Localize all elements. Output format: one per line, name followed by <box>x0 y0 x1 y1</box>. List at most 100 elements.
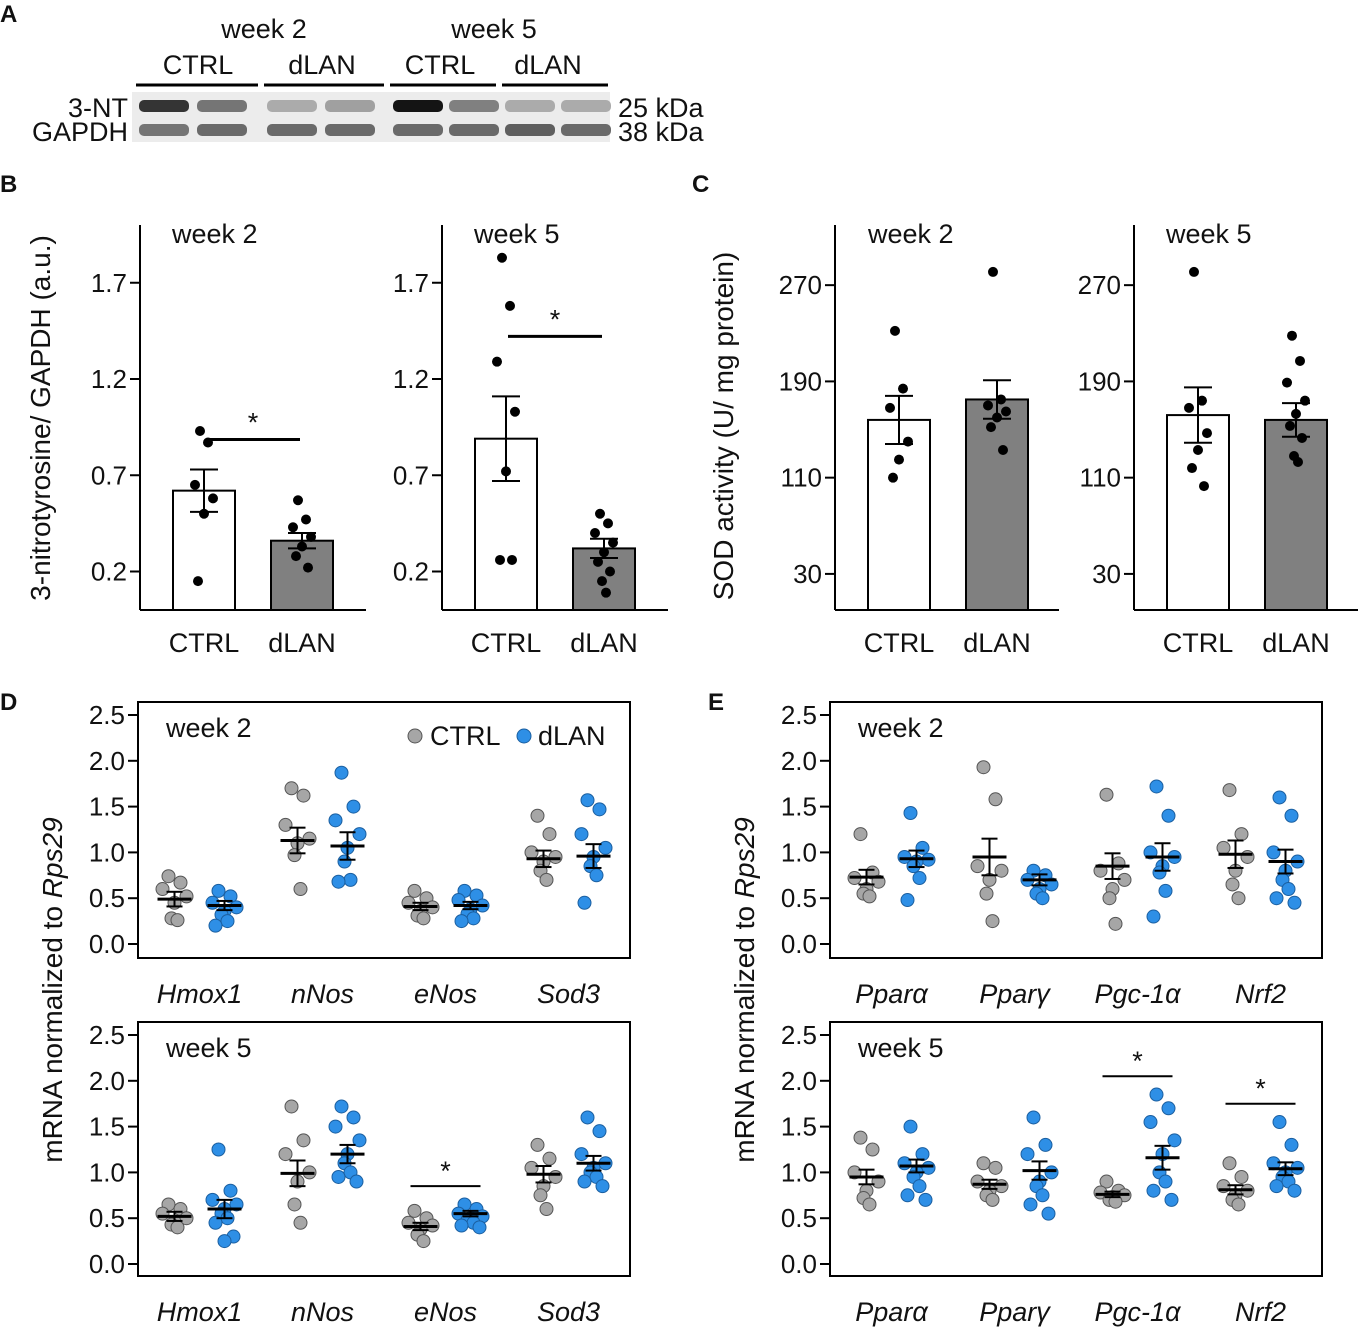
y-axis-title-b: 3-nitrotyrosine/ GAPDH (a.u.) <box>25 235 56 601</box>
data-point <box>1189 266 1199 277</box>
chart-D-1: 0.0 0.5 1.0 1.5 2.0 2.5 week 5 Hmox1 nNos eNos * So… <box>89 1020 631 1327</box>
ctrl-point <box>994 863 1009 878</box>
dlan-point <box>592 802 607 817</box>
ctrl-point <box>1216 840 1231 855</box>
ctrl-point <box>170 913 185 928</box>
dlan-point <box>349 1174 364 1189</box>
y-tick-label: 30 <box>793 559 822 589</box>
y-tick-label: 2.0 <box>781 746 817 776</box>
blot-bands <box>139 100 611 136</box>
y-tick-label: 1.0 <box>781 1157 817 1187</box>
ctrl-point <box>1231 891 1246 906</box>
subplot-title: week 2 <box>857 713 944 743</box>
x-tick-label: nNos <box>291 979 354 1009</box>
y-tick-label: 0.2 <box>393 557 429 587</box>
dlan-point <box>577 895 592 910</box>
y-tick-label: 2.0 <box>781 1066 817 1096</box>
dlan-point <box>1020 1147 1035 1162</box>
y-tick-label: 1.5 <box>89 1112 125 1142</box>
x-tick-label: dLAN <box>963 628 1031 658</box>
bar-ctrl <box>867 418 931 611</box>
y-tick-label: 110 <box>1080 463 1121 493</box>
y-tick-label: 2.0 <box>89 746 125 776</box>
bar-dlan <box>270 539 334 612</box>
blot-band <box>393 100 443 112</box>
data-point <box>1293 457 1303 468</box>
blot-band <box>325 100 375 112</box>
y-tick-label: 0.0 <box>781 929 817 959</box>
ctrl-point <box>542 1151 557 1166</box>
data-point <box>1184 402 1194 413</box>
ctrl-point <box>533 1188 548 1203</box>
bar-ctrl <box>1166 414 1230 611</box>
dlan-point <box>205 895 220 910</box>
ctrl-point <box>1240 849 1255 864</box>
dlan-point <box>580 793 595 808</box>
dlan-point <box>454 1218 469 1233</box>
ctrl-point <box>970 1174 985 1189</box>
blot-band <box>325 124 375 136</box>
ctrl-point <box>1111 856 1126 871</box>
charts-layer: 0.2 0.7 1.2 1.7 week 2 CTRL dLAN * 0.2 0.7 1.2 1.7 w… <box>89 219 1358 1327</box>
x-tick-label: CTRL <box>1163 628 1234 658</box>
data-point <box>888 472 898 483</box>
dlan-point <box>346 1110 361 1125</box>
y-tick-label: 0.0 <box>89 929 125 959</box>
y-tick-label: 1.5 <box>781 1112 817 1142</box>
y-tick-label: 0.0 <box>781 1249 817 1279</box>
dlan-point <box>574 1147 589 1162</box>
blot-week-2-label: week 2 <box>220 14 307 44</box>
subplot-title: week 2 <box>171 219 258 249</box>
blot-band <box>197 124 247 136</box>
x-tick-label: dLAN <box>268 628 336 658</box>
ctrl-point <box>985 1192 1000 1207</box>
dlan-point <box>1149 1087 1164 1102</box>
y-tick-label: 0.0 <box>89 1249 125 1279</box>
y-axis-title-c: SOD activity (U/ mg protein) <box>708 252 739 601</box>
data-point <box>1187 463 1197 474</box>
data-point <box>597 576 607 587</box>
dlan-point <box>220 914 235 929</box>
data-point <box>297 541 307 552</box>
y-tick-label: 1.0 <box>89 1157 125 1187</box>
data-point <box>599 547 609 558</box>
panel-label-d: D <box>0 689 17 716</box>
data-point <box>505 300 515 311</box>
legend-ctrl-label: CTRL <box>430 721 501 751</box>
ctrl-point <box>530 1137 545 1152</box>
y-tick-label: 2.5 <box>89 1020 125 1050</box>
chart-E-0: 0.0 0.5 1.0 1.5 2.0 2.5 week 2 Pparα Pparγ Pgc-1α… <box>781 700 1323 1009</box>
ctrl-point <box>976 1156 991 1171</box>
data-point <box>507 554 517 565</box>
dlan-point <box>472 1220 487 1235</box>
ctrl-point <box>416 911 431 926</box>
dlan-point <box>900 1188 915 1203</box>
dlan-point <box>1158 883 1173 898</box>
data-point <box>992 412 1002 423</box>
data-point <box>1282 377 1292 388</box>
dlan-point <box>1035 1188 1050 1203</box>
dlan-point <box>1269 891 1284 906</box>
ctrl-point <box>988 792 1003 807</box>
x-tick-label: Pgc-1α <box>1095 1297 1183 1327</box>
dlan-point <box>1041 1206 1056 1221</box>
dlan-point <box>229 900 244 915</box>
blot-row-label-3nt: 3-NT <box>68 93 128 123</box>
dlan-point <box>1272 790 1287 805</box>
dlan-point <box>598 840 613 855</box>
dlan-point <box>466 911 481 926</box>
data-point <box>301 514 311 525</box>
x-tick-label: CTRL <box>864 628 935 658</box>
data-point <box>983 400 993 411</box>
ctrl-point <box>155 1206 170 1221</box>
y-tick-label: 1.2 <box>91 364 127 394</box>
ctrl-point <box>994 1179 1009 1194</box>
dlan-point <box>903 1119 918 1134</box>
data-point <box>996 394 1006 405</box>
dlan-point <box>337 854 352 869</box>
x-tick-label: CTRL <box>471 628 542 658</box>
ctrl-point <box>284 1099 299 1114</box>
dlan-point <box>915 840 930 855</box>
y-tick-label: 1.2 <box>393 364 429 394</box>
chart-B-1: 0.2 0.7 1.2 1.7 week 5 CTRL dLAN * <box>393 219 668 658</box>
